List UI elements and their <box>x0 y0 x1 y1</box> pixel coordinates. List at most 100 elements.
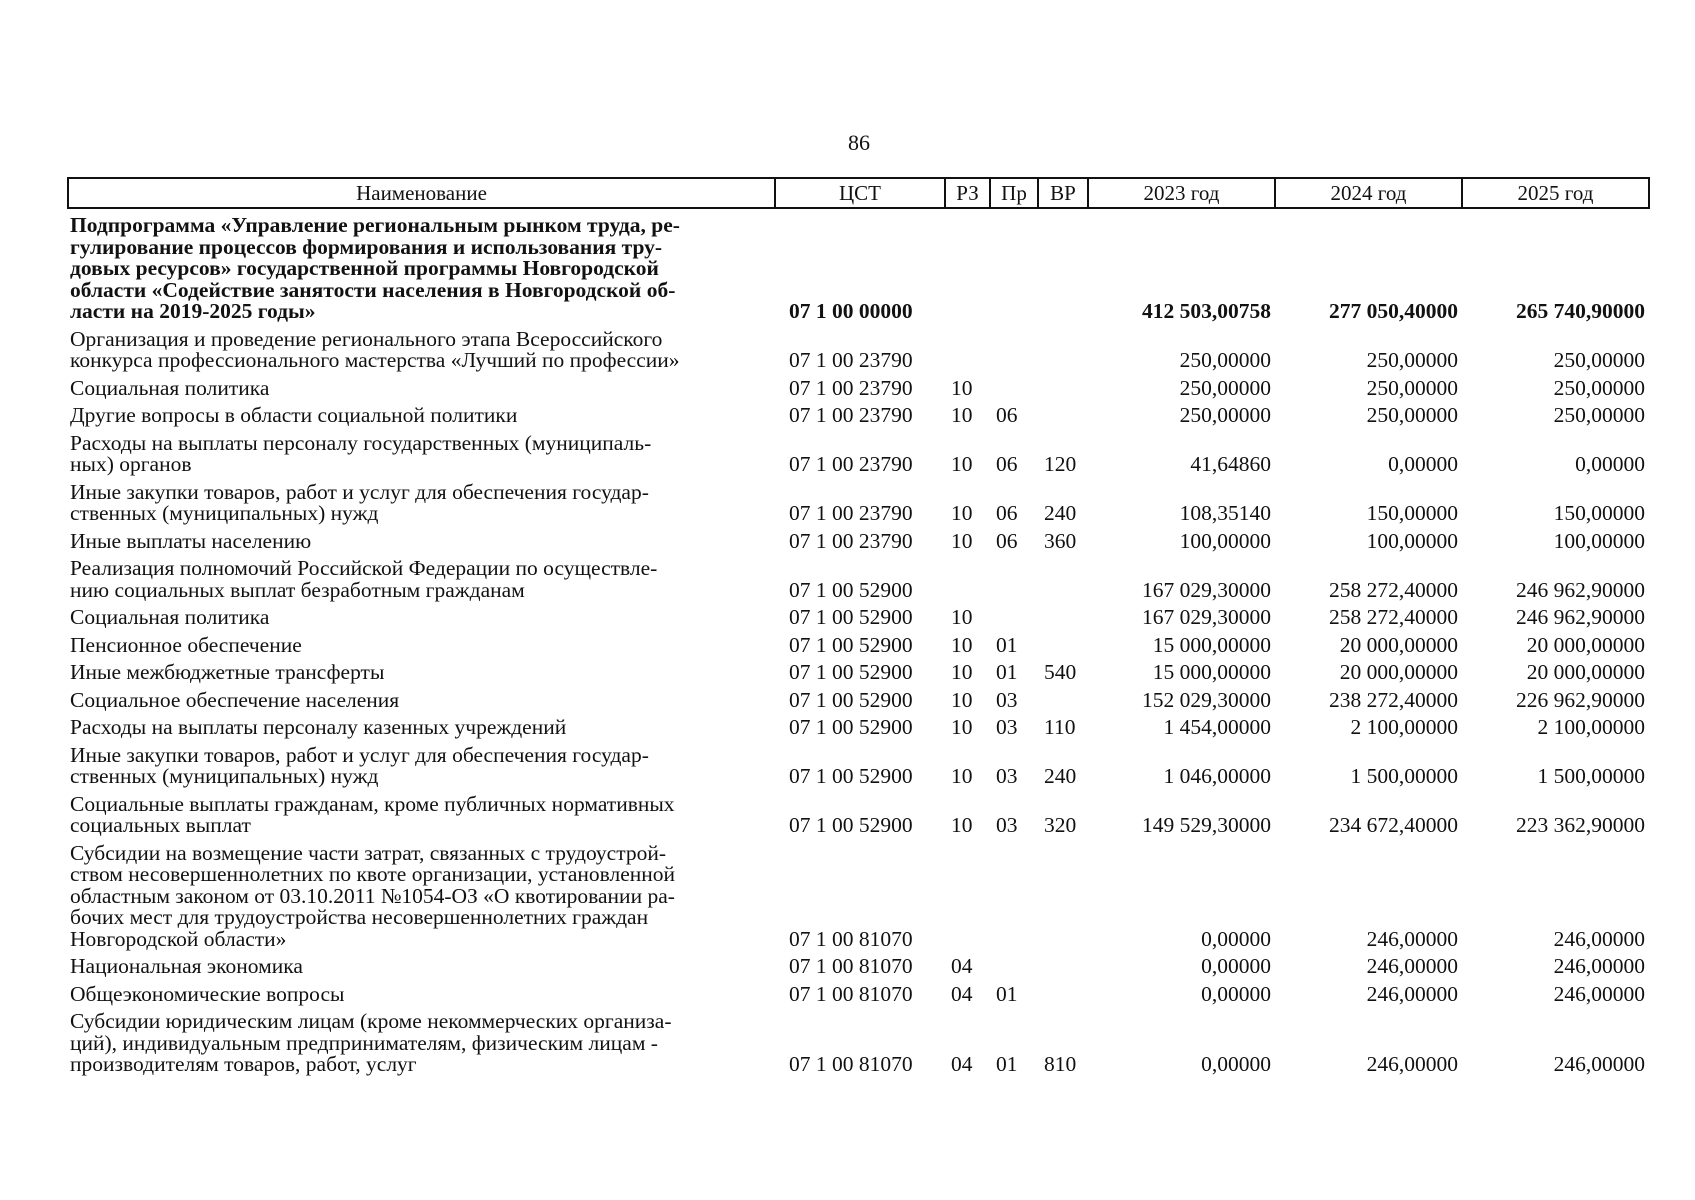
row-name-line: Социальная политика <box>70 605 270 629</box>
row-name-line: Национальная экономика <box>70 954 303 978</box>
cell-cst: 07 1 00 23790 <box>789 375 913 400</box>
cell-rz: 10 <box>951 528 973 553</box>
row-name-line: довых ресурсов» государственной программ… <box>70 256 659 280</box>
row-name: Расходы на выплаты персоналу казенных уч… <box>68 711 775 739</box>
cell-rz <box>945 552 990 601</box>
cell-y2025: 246,00000 <box>1553 926 1645 951</box>
row-name-line: ственных (муниципальных) нужд <box>70 501 379 525</box>
cell-y2024: 258 272,40000 <box>1329 605 1458 629</box>
row-name: Подпрограмма «Управление региональным ры… <box>68 208 775 323</box>
cell-rz: 10 <box>951 501 973 525</box>
table-row: Социальные выплаты гражданам, кроме публ… <box>68 788 1649 837</box>
cell-y2025: 250,00000 <box>1553 375 1645 400</box>
row-name-line: Другие вопросы в области социальной поли… <box>70 403 518 427</box>
row-name-line: областным законом от 03.10.2011 №1054-ОЗ… <box>70 883 675 908</box>
cell-y2023: 149 529,30000 <box>1142 813 1271 837</box>
cell-rz <box>945 837 990 951</box>
row-name: Социальная политика <box>68 372 775 400</box>
cell-pr: 01 <box>996 981 1018 1006</box>
table-row: Иные межбюджетные трансферты 07 1 00 5290… <box>68 656 1649 684</box>
cell-y2025: 1 500,00000 <box>1537 764 1646 788</box>
cell-pr: 06 <box>996 528 1018 553</box>
cell-cst: 07 1 00 81070 <box>789 981 913 1006</box>
cell-pr: 06 <box>996 403 1018 427</box>
cell-y2024: 1 500,00000 <box>1350 764 1459 788</box>
row-name-line: ций), индивидуальным предпринимателям, ф… <box>70 1030 658 1055</box>
cell-pr <box>990 323 1038 372</box>
cell-rz: 10 <box>951 687 973 712</box>
cell-y2025: 20 000,00000 <box>1526 632 1645 657</box>
table-row: Иные закупки товаров, работ и услуг для … <box>68 476 1649 525</box>
cell-y2023: 167 029,30000 <box>1142 577 1271 602</box>
row-name-line: Новгородской области» <box>70 926 287 951</box>
cell-cst: 07 1 00 52900 <box>789 577 913 602</box>
row-name-line: ласти на 2019-2025 годы» <box>70 299 316 323</box>
cell-pr: 03 <box>996 715 1018 739</box>
row-name: Субсидии юридическим лицам (кроме некомм… <box>68 1005 775 1076</box>
row-name-line: гулирование процессов формирования и исп… <box>70 234 663 259</box>
table-row: Расходы на выплаты персоналу казенных уч… <box>68 711 1649 739</box>
cell-cst: 07 1 00 52900 <box>789 660 913 684</box>
cell-y2024: 20 000,00000 <box>1339 632 1458 657</box>
cell-cst: 07 1 00 23790 <box>789 452 913 476</box>
cell-vr: 540 <box>1044 660 1077 684</box>
row-name-line: Организация и проведение регионального э… <box>70 326 663 351</box>
cell-y2023: 250,00000 <box>1179 348 1271 372</box>
row-name-line: нию социальных выплат безработным гражда… <box>70 577 525 602</box>
cell-vr <box>1038 601 1088 629</box>
cell-y2025: 0,00000 <box>1575 452 1645 476</box>
cell-cst: 07 1 00 81070 <box>789 954 913 978</box>
cell-y2023: 250,00000 <box>1179 375 1271 400</box>
cell-rz: 10 <box>951 375 973 400</box>
row-name-line: Социальная политика <box>70 375 270 400</box>
row-name-line: производителям товаров, работ, услуг <box>70 1052 417 1076</box>
cell-cst: 07 1 00 52900 <box>789 632 913 657</box>
cell-vr: 360 <box>1044 528 1077 553</box>
row-name: Социальное обеспечение населения <box>68 684 775 712</box>
cell-vr <box>1038 950 1088 978</box>
row-name-line: социальных выплат <box>70 813 251 837</box>
header-2025: 2025 год <box>1461 177 1650 209</box>
cell-vr <box>1038 552 1088 601</box>
cell-y2024: 2 100,00000 <box>1350 715 1459 739</box>
cell-cst: 07 1 00 23790 <box>789 348 913 372</box>
cell-vr <box>1038 837 1088 951</box>
table-row: Другие вопросы в области социальной поли… <box>68 399 1649 427</box>
cell-cst: 07 1 00 81070 <box>789 926 913 951</box>
cell-y2024: 246,00000 <box>1366 1052 1458 1076</box>
cell-rz <box>945 208 990 323</box>
header-name: Наименование <box>67 177 776 209</box>
cell-rz: 10 <box>951 813 973 837</box>
cell-rz: 10 <box>951 403 973 427</box>
table-row: Пенсионное обеспечение 07 1 00 52900 10 01 1… <box>68 629 1649 657</box>
cell-y2024: 234 672,40000 <box>1329 813 1458 837</box>
row-name-line: Иные закупки товаров, работ и услуг для … <box>70 742 649 767</box>
row-name-line: Социальные выплаты гражданам, кроме публ… <box>70 791 675 816</box>
cell-y2025: 246 962,90000 <box>1516 577 1645 602</box>
cell-y2024: 258 272,40000 <box>1329 577 1458 602</box>
row-name-line: Иные закупки товаров, работ и услуг для … <box>70 479 649 504</box>
table-row: Субсидии на возмещение части затрат, свя… <box>68 837 1649 951</box>
cell-cst: 07 1 00 23790 <box>789 403 913 427</box>
cell-y2023: 250,00000 <box>1179 403 1271 427</box>
table-row: Социальная политика 07 1 00 52900 10 167 02… <box>68 601 1649 629</box>
row-name: Пенсионное обеспечение <box>68 629 775 657</box>
cell-vr: 110 <box>1044 715 1076 739</box>
table-body: Подпрограмма «Управление региональным ры… <box>68 208 1649 1076</box>
table-row: Социальное обеспечение населения 07 1 00 … <box>68 684 1649 712</box>
cell-cst: 07 1 00 52900 <box>789 813 913 837</box>
row-name: Расходы на выплаты персоналу государстве… <box>68 427 775 476</box>
row-name-line: Социальное обеспечение населения <box>70 687 400 712</box>
row-name-line: Иные межбюджетные трансферты <box>70 660 385 684</box>
cell-y2024: 250,00000 <box>1366 375 1458 400</box>
table-row: Подпрограмма «Управление региональным ры… <box>68 208 1649 323</box>
cell-y2025: 250,00000 <box>1553 348 1645 372</box>
cell-rz: 10 <box>951 715 973 739</box>
table-row: Социальная политика 07 1 00 23790 10 250,00… <box>68 372 1649 400</box>
table-row: Расходы на выплаты персоналу государстве… <box>68 427 1649 476</box>
cell-vr <box>1038 208 1088 323</box>
cell-rz: 04 <box>951 1052 973 1076</box>
row-name-line: Субсидии на возмещение части затрат, свя… <box>70 840 667 865</box>
cell-rz: 10 <box>951 660 973 684</box>
cell-rz: 10 <box>951 452 973 476</box>
